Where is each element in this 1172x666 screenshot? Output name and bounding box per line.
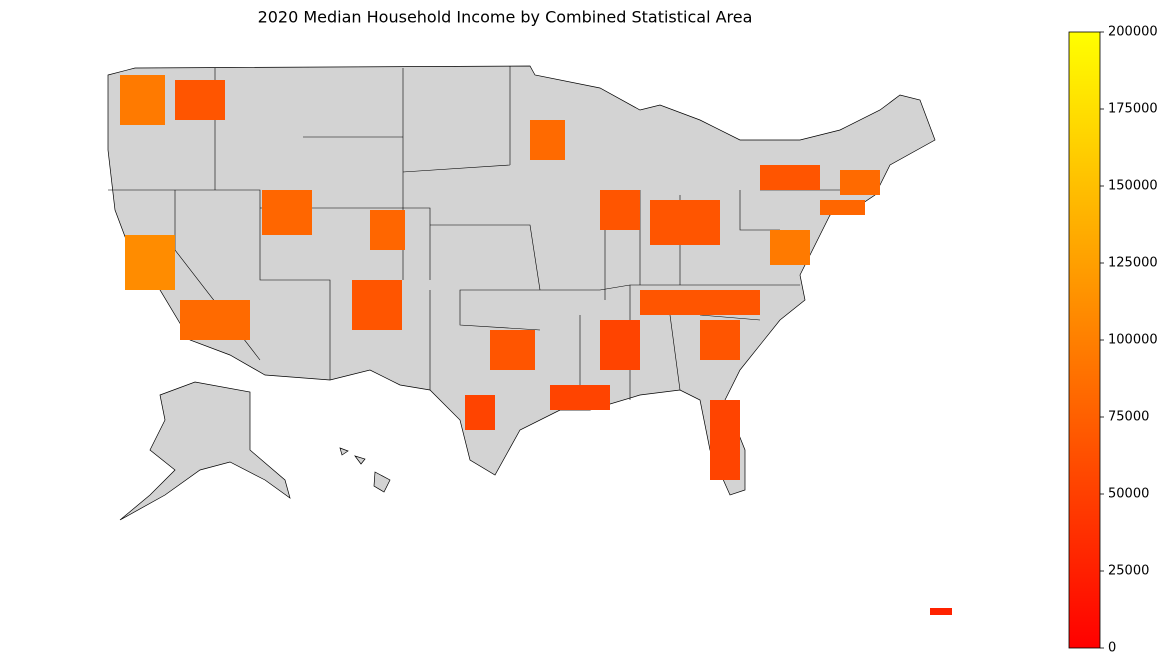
colorbar-tick-label: 125000	[1108, 256, 1158, 271]
colorbar-tick-label: 200000	[1108, 25, 1158, 40]
colorbar-gradient	[1068, 31, 1101, 649]
colorbar-tick-label: 25000	[1108, 564, 1149, 579]
colorbar-tick-label: 75000	[1108, 410, 1149, 425]
colorbar-tick-label: 100000	[1108, 333, 1158, 348]
colorbar-tick-label: 175000	[1108, 102, 1158, 117]
hawaii	[339, 447, 391, 493]
region-patches	[120, 75, 952, 615]
colorbar-tick-label: 50000	[1108, 487, 1149, 502]
alaska	[119, 381, 291, 521]
colorbar: 0 25000 50000 75000 100000 125000 150000 175000…	[1068, 25, 1158, 656]
colorbar-tick-label: 0	[1108, 641, 1116, 656]
map	[107, 65, 952, 615]
chart-title: 2020 Median Household Income by Combined…	[258, 8, 753, 27]
colorbar-tick-label: 150000	[1108, 179, 1158, 194]
